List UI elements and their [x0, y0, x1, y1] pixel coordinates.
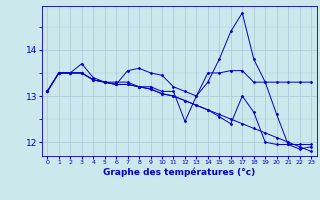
- X-axis label: Graphe des températures (°c): Graphe des températures (°c): [103, 168, 255, 177]
